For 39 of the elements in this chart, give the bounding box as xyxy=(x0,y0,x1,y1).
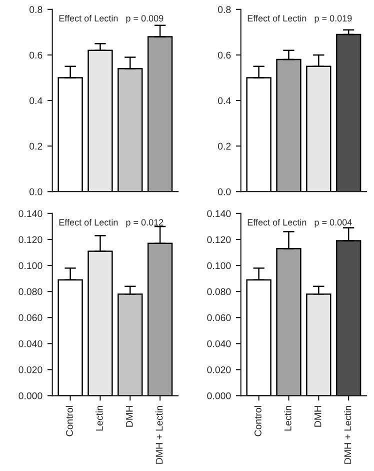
y-tick-label: 0.2 xyxy=(30,142,42,150)
y-tick-label: 0.100 xyxy=(18,262,42,270)
annotation: Effect of Lectin p = 0.019 xyxy=(248,14,352,24)
annotation: Effect of Lectin p = 0.012 xyxy=(59,218,164,228)
y-tick-label: 0.080 xyxy=(207,288,231,296)
y-tick-label: 0.4 xyxy=(218,97,231,104)
y-tick-label: 0.020 xyxy=(207,366,231,374)
y-tick-label: 0.060 xyxy=(18,314,42,322)
y-tick-label: 0.6 xyxy=(218,52,231,59)
x-tick-label: Lectin xyxy=(284,406,292,431)
annotation: Effect of Lectin p = 0.004 xyxy=(248,218,352,228)
x-tick-label: Lectin xyxy=(96,406,103,431)
y-tick-label: 0.100 xyxy=(207,262,231,270)
x-tick-label: Control xyxy=(66,406,73,436)
y-tick-label: 0.020 xyxy=(18,366,42,374)
y-tick-label: 0.000 xyxy=(207,392,231,400)
y-tick-label: 0.060 xyxy=(207,314,231,322)
bar xyxy=(336,34,362,192)
x-tick-label: DMH + Lectin xyxy=(156,406,163,464)
y-tick-label: 0.120 xyxy=(18,236,42,244)
y-tick-label: 0.040 xyxy=(207,340,231,348)
y-tick-label: 0.8 xyxy=(218,6,231,14)
y-tick-label: 0.000 xyxy=(18,392,42,400)
y-tick-label: 0.040 xyxy=(18,340,42,348)
y-tick-label: 0.080 xyxy=(18,288,42,296)
x-tick-label: Control xyxy=(254,406,262,436)
y-tick-label: 0.120 xyxy=(207,236,231,244)
y-tick-label: 0.0 xyxy=(30,188,42,196)
y-tick-label: 0.140 xyxy=(207,210,231,218)
y-tick-label: 0.4 xyxy=(30,97,42,104)
x-tick-label: DMH + Lectin xyxy=(344,406,352,464)
y-tick-label: 0.140 xyxy=(18,210,42,218)
x-tick-label: DMH xyxy=(314,406,322,427)
y-tick-label: 0.8 xyxy=(30,6,42,14)
y-tick-label: 0.6 xyxy=(30,52,42,59)
y-tick-label: 0.2 xyxy=(218,142,231,150)
annotation: Effect of Lectin p = 0.009 xyxy=(59,14,164,24)
y-tick-label: 0.0 xyxy=(218,188,231,196)
x-tick-label: DMH xyxy=(126,406,133,427)
